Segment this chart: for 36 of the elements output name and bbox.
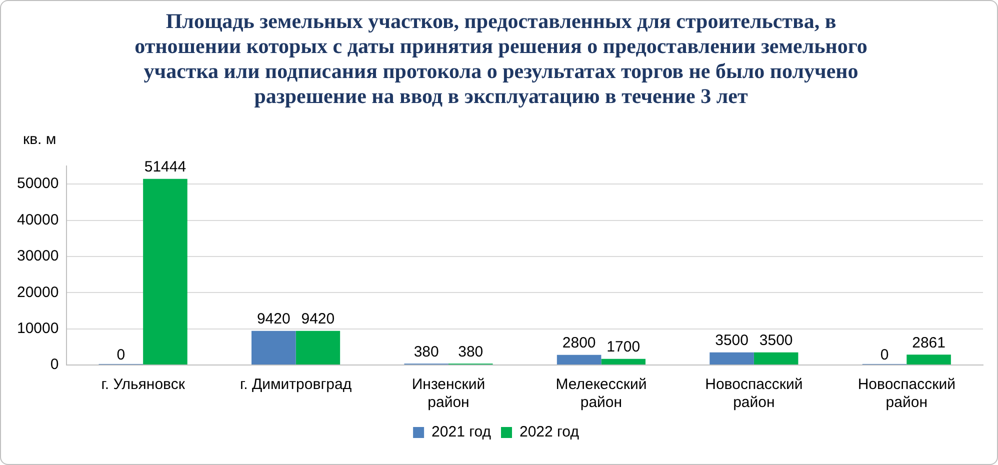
data-label: 9420 [256, 310, 290, 328]
legend-label: 2022 год [520, 424, 580, 441]
x-tick-label: Мелекесский район [556, 376, 647, 412]
y-tick-label: 20000 [16, 284, 59, 301]
x-tick-label: г. Ульяновск [101, 376, 186, 394]
bar [754, 352, 798, 364]
y-tick-label: 10000 [16, 320, 59, 337]
data-label: 0 [116, 346, 126, 364]
x-tick-label: Новоспасский район [705, 376, 803, 412]
bar [296, 330, 340, 364]
data-label: 2800 [562, 334, 596, 352]
data-label: 1700 [606, 338, 640, 356]
data-label: 3500 [715, 332, 748, 349]
y-tick-label: 50000 [16, 175, 59, 192]
x-tick-label: Инзенский район [412, 376, 486, 412]
bar [710, 352, 754, 364]
data-label: 2861 [912, 334, 946, 352]
legend-label: 2021 год [432, 424, 492, 441]
y-tick-label: 0 [50, 356, 59, 374]
data-label: 3500 [759, 332, 793, 349]
y-tick-label: 30000 [16, 248, 59, 265]
bar [556, 354, 602, 364]
data-label: 9420 [301, 310, 335, 328]
bar [143, 178, 188, 364]
x-tick-label: г. Димитровград [240, 376, 352, 394]
y-tick-label: 40000 [16, 211, 59, 228]
x-tick-label: Новоспасский район [858, 376, 956, 412]
bar [906, 354, 951, 364]
data-label: 380 [414, 343, 439, 360]
data-label: 0 [880, 346, 889, 364]
bar [251, 330, 296, 364]
data-label: 380 [458, 343, 484, 360]
data-label: 51444 [144, 158, 186, 176]
bar [601, 358, 646, 364]
y-axis-title: кв. м [23, 131, 56, 148]
chart-title: Площадь земельных участков, предоставленных для строительства, в отношении которых с даты принятия решения о предоставлении земельного участка или подписания протокола о результатах торгов не было получено разрешение на ввод в эксплуатацию в течение 3 лет [134, 9, 868, 109]
